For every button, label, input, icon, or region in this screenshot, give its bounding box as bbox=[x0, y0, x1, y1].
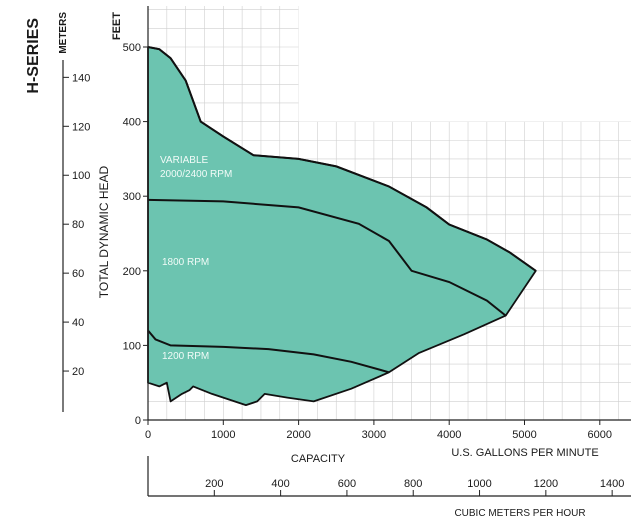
x-tick-label: 4000 bbox=[437, 429, 461, 441]
series-title: H-SERIES bbox=[25, 18, 42, 94]
1200-rpm-curve bbox=[147, 329, 390, 374]
x-tick-label: 1000 bbox=[211, 429, 235, 441]
cmh-tick-label: 200 bbox=[205, 478, 223, 490]
variable-rpm-curve bbox=[147, 46, 537, 272]
x-tick-label: 6000 bbox=[588, 429, 612, 441]
x-tick-label: 0 bbox=[145, 429, 151, 441]
x-axis-label: CAPACITY bbox=[291, 453, 346, 465]
cmh-tick-label: 800 bbox=[404, 478, 422, 490]
cmh-tick-label: 600 bbox=[338, 478, 356, 490]
feet-axis-title: FEET bbox=[111, 12, 123, 40]
1800-rpm-curve bbox=[147, 198, 507, 317]
meters-tick-label: 100 bbox=[72, 170, 90, 182]
cmh-tick-label: 1200 bbox=[534, 478, 558, 490]
grid-mask bbox=[298, 4, 631, 122]
y-tick-label: 300 bbox=[123, 191, 141, 203]
series-label-variable: VARIABLE bbox=[160, 155, 208, 166]
x-unit-label: U.S. GALLONS PER MINUTE bbox=[451, 447, 598, 459]
y-tick-label: 0 bbox=[135, 415, 141, 427]
meters-tick-label: 20 bbox=[72, 366, 84, 378]
meters-axis-title: METERS bbox=[58, 12, 69, 54]
secondary-x-axis-label: CUBIC METERS PER HOUR bbox=[454, 508, 585, 519]
series-label-1800-rpm: 1800 RPM bbox=[162, 257, 209, 268]
y-tick-label: 200 bbox=[123, 266, 141, 278]
y-tick-label: 400 bbox=[123, 117, 141, 129]
y-axis-label: TOTAL DYNAMIC HEAD bbox=[97, 165, 111, 298]
cmh-tick-label: 1000 bbox=[467, 478, 491, 490]
cmh-tick-label: 1400 bbox=[600, 478, 624, 490]
x-tick-label: 3000 bbox=[362, 429, 386, 441]
series-label-1200-rpm: 1200 RPM bbox=[162, 351, 209, 362]
y-tick-label: 100 bbox=[123, 340, 141, 352]
x-tick-label: 5000 bbox=[512, 429, 536, 441]
meters-tick-label: 80 bbox=[72, 219, 84, 231]
meters-tick-label: 120 bbox=[72, 121, 90, 133]
y-tick-label: 500 bbox=[123, 42, 141, 54]
x-tick-label: 2000 bbox=[286, 429, 310, 441]
series-label-variable-rpm: 2000/2400 RPM bbox=[160, 169, 232, 180]
meters-tick-label: 140 bbox=[72, 72, 90, 84]
meters-tick-label: 60 bbox=[72, 268, 84, 280]
meters-tick-label: 40 bbox=[72, 317, 84, 329]
cmh-tick-label: 400 bbox=[271, 478, 289, 490]
